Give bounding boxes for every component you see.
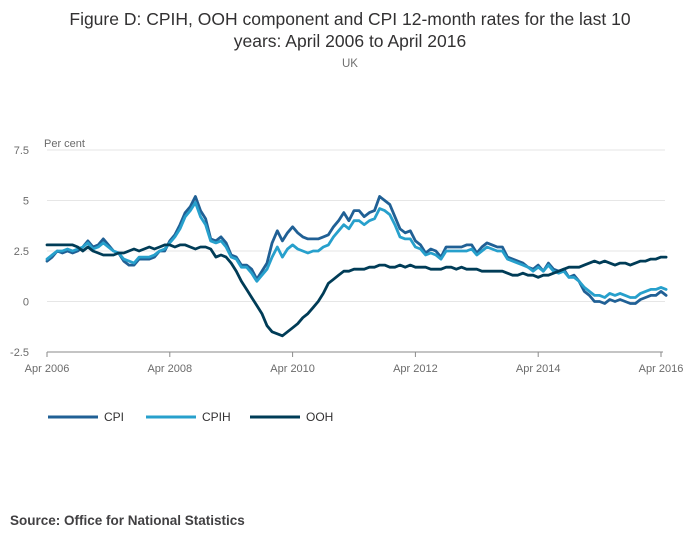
chart-title: Figure D: CPIH, OOH component and CPI 12… — [0, 8, 700, 52]
y-axis-label: Per cent — [44, 138, 85, 150]
chart-subtitle: UK — [342, 58, 358, 70]
y-tick-label: 7.5 — [14, 145, 29, 157]
x-tick-label: Apr 2010 — [270, 363, 315, 375]
series-line-ooh — [45, 243, 668, 338]
series-line-cpih — [45, 201, 668, 299]
legend-label-cpih: CPIH — [202, 410, 231, 424]
x-axis: Apr 2006 Apr 2008 Apr 2010 Apr 2012 Apr 2014… — [25, 351, 684, 375]
chart-title-line-1: Figure D: CPIH, OOH component and CPI 12… — [69, 9, 631, 29]
y-tick-label: 2.5 — [14, 246, 29, 258]
series-lines — [45, 195, 668, 338]
source-note: Source: Office for National Statistics — [10, 513, 245, 528]
chart-title-line-2: years: April 2006 to April 2016 — [233, 31, 467, 51]
x-tick-label: Apr 2014 — [516, 363, 561, 375]
legend: CPI CPIH OOH — [48, 410, 333, 424]
x-tick-label: Apr 2008 — [147, 363, 192, 375]
gridlines — [47, 149, 665, 302]
legend-label-cpi: CPI — [104, 410, 124, 424]
y-tick-label: 5 — [23, 196, 29, 208]
x-tick-label: Apr 2006 — [25, 363, 70, 375]
x-tick-label: Apr 2012 — [393, 363, 438, 375]
x-tick-label: Apr 2016 — [639, 363, 684, 375]
legend-label-ooh: OOH — [306, 410, 333, 424]
y-axis: -2.5 0 2.5 5 7.5 — [10, 145, 29, 359]
y-tick-label: 0 — [23, 297, 29, 309]
y-tick-label: -2.5 — [10, 347, 29, 359]
